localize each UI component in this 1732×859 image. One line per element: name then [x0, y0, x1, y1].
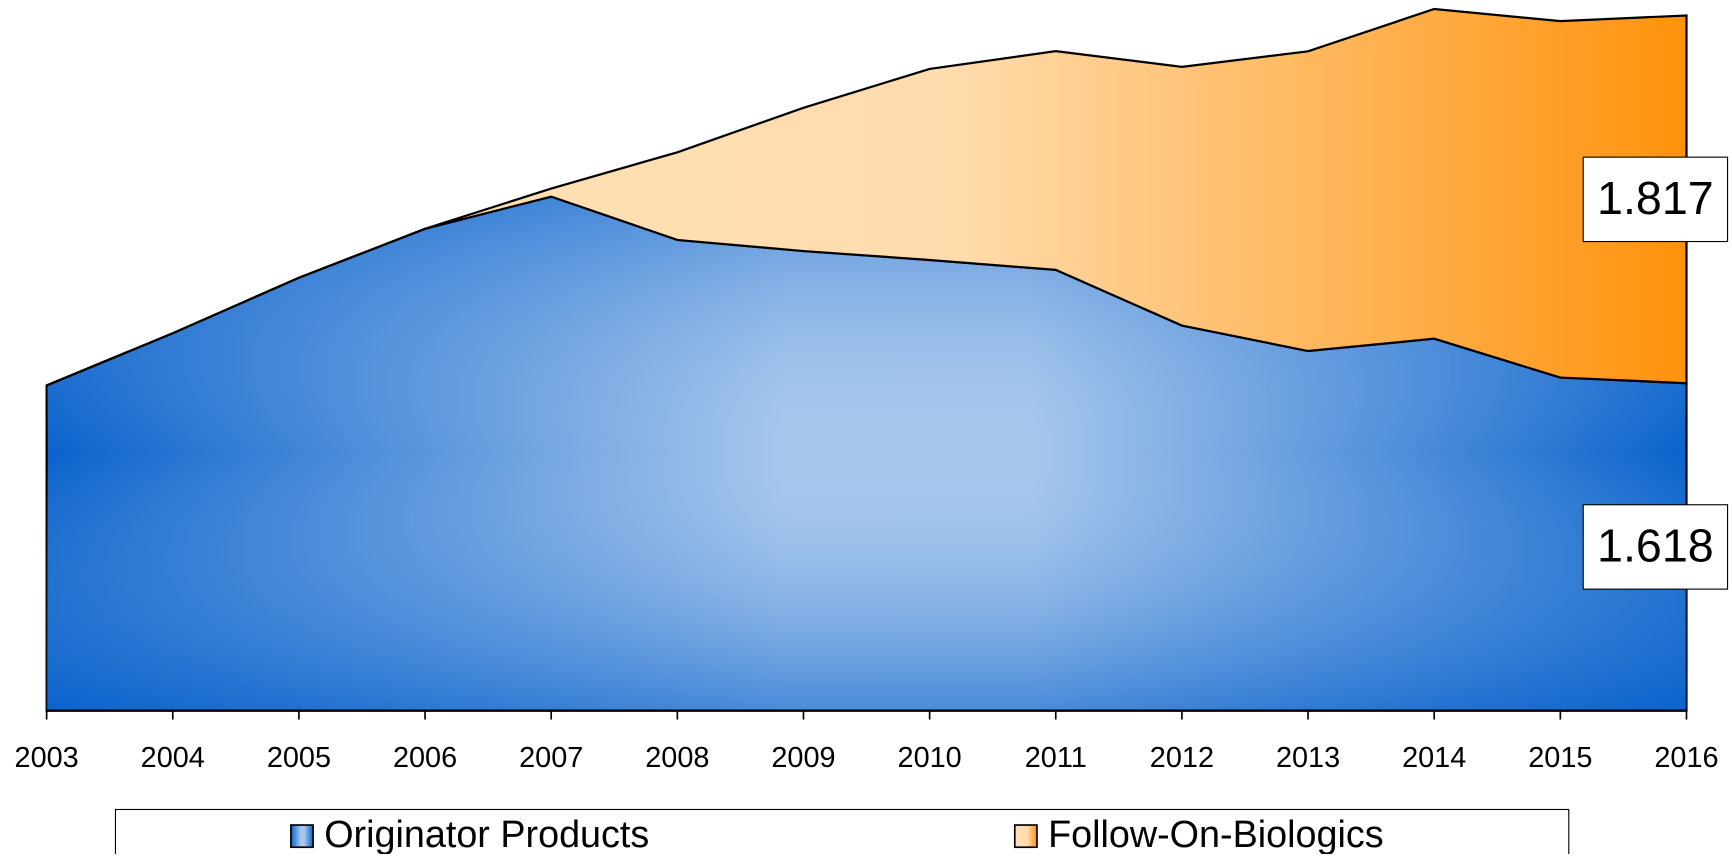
legend-swatch	[1013, 824, 1038, 849]
value-label-box	[1582, 156, 1729, 243]
x-tick-label: 2007	[519, 742, 583, 774]
legend-label: Follow-On-Biologics	[1048, 813, 1384, 854]
x-tick-label: 2008	[645, 742, 709, 774]
legend-box	[114, 808, 1570, 859]
x-tick-label: 2005	[267, 742, 331, 774]
x-tick-label: 2006	[393, 742, 457, 774]
x-tick-label: 2004	[141, 742, 205, 774]
x-tick-label: 2011	[1025, 742, 1087, 774]
x-tick-label: 2014	[1402, 742, 1466, 774]
x-tick-label: 2013	[1276, 742, 1340, 774]
x-tick-label: 2010	[898, 742, 962, 774]
x-tick-label: 2009	[771, 742, 835, 774]
legend-swatch	[290, 824, 314, 849]
x-tick-label: 2016	[1654, 742, 1718, 774]
value-label: 1.618	[1597, 519, 1714, 571]
value-label-box	[1582, 504, 1729, 590]
x-tick-label: 2012	[1150, 742, 1214, 774]
x-tick-label: 2003	[15, 742, 79, 774]
legend-label: Originator Products	[324, 813, 649, 854]
value-label: 1.817	[1597, 172, 1714, 224]
x-tick-label: 2015	[1528, 742, 1592, 774]
area-shade	[46, 196, 1687, 711]
